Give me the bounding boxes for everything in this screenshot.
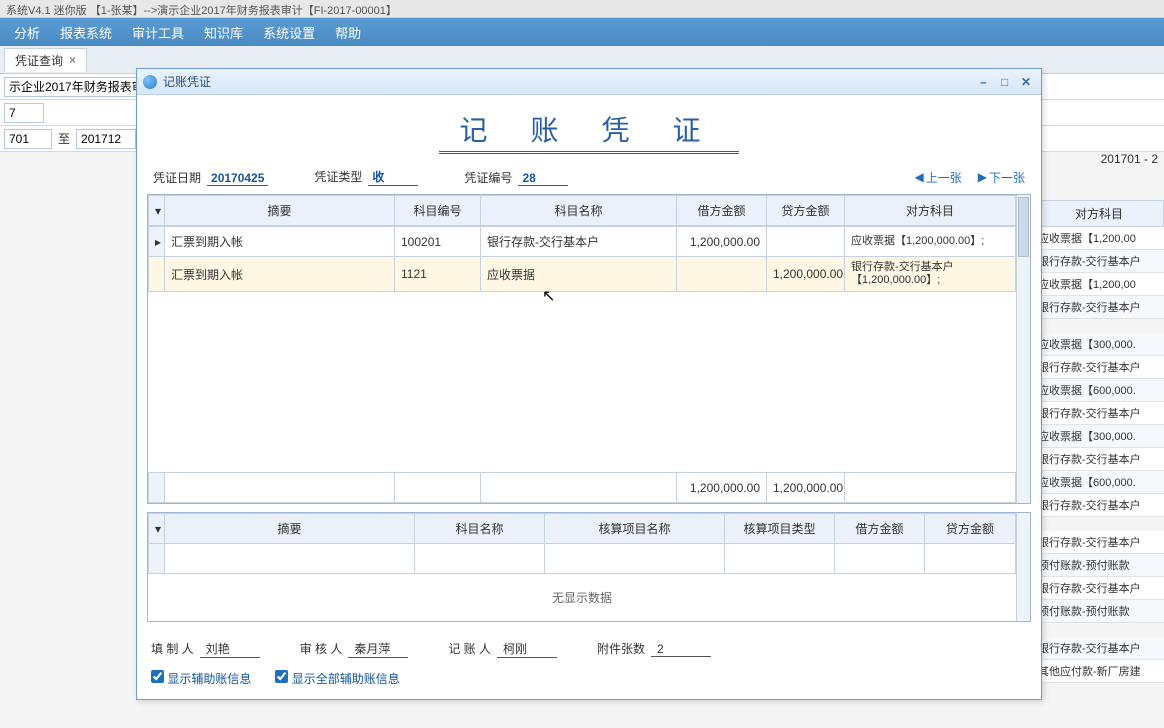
audit-value: 秦月萍 bbox=[348, 640, 408, 658]
aux-col-name[interactable]: 科目名称 bbox=[415, 514, 545, 544]
max-button[interactable]: □ bbox=[996, 75, 1014, 89]
app-titlebar: 系统V4.1 迷你版 【1-张某】-->演示企业2017年财务报表审计【FI-2… bbox=[0, 0, 1164, 18]
bg-row[interactable]: 银行存款-交行基本户 bbox=[1034, 531, 1164, 554]
aux-col-debit[interactable]: 借方金额 bbox=[835, 514, 925, 544]
total-credit: 1,200,000.00 bbox=[767, 473, 845, 503]
type-label: 凭证类型 bbox=[314, 168, 362, 185]
aux-scrollbar[interactable] bbox=[1016, 513, 1030, 621]
col-summary[interactable]: 摘要 bbox=[165, 196, 395, 226]
menubar: 分析 报表系统 审计工具 知识库 系统设置 帮助 bbox=[0, 18, 1164, 46]
bg-row[interactable]: 预付账款-预付账款 bbox=[1034, 554, 1164, 577]
grid-header-row: ▾ 摘要 科目编号 科目名称 借方金额 贷方金额 对方科目 bbox=[149, 196, 1016, 226]
prep-value: 刘艳 bbox=[200, 640, 260, 658]
aux-col-type[interactable]: 核算项目类型 bbox=[725, 514, 835, 544]
check-aux[interactable]: 显示辅助账信息 bbox=[151, 670, 251, 687]
bg-row[interactable]: 应收票据【600,000. bbox=[1034, 379, 1164, 402]
attach-value: 2 bbox=[651, 642, 711, 657]
bg-row[interactable]: 应收票据【1,200,00 bbox=[1034, 273, 1164, 296]
bg-row[interactable]: 银行存款-交行基本户 bbox=[1034, 577, 1164, 600]
date-value: 20170425 bbox=[207, 171, 268, 186]
menu-report[interactable]: 报表系统 bbox=[50, 19, 122, 46]
num-input[interactable] bbox=[4, 103, 44, 123]
aux-sel[interactable]: ▾ bbox=[149, 514, 165, 544]
aux-col-item[interactable]: 核算项目名称 bbox=[545, 514, 725, 544]
project-select[interactable] bbox=[4, 77, 154, 97]
col-debit[interactable]: 借方金额 bbox=[677, 196, 767, 226]
tab-close-icon[interactable]: × bbox=[69, 53, 76, 67]
modal-title-text: 记账凭证 bbox=[163, 73, 974, 90]
prep-label: 填 制 人 bbox=[151, 640, 194, 657]
voucher-meta: 凭证日期 20170425 凭证类型收 凭证编号 28 ◀上一张 ▶下一张 bbox=[137, 158, 1041, 194]
scroll-thumb[interactable] bbox=[1018, 197, 1029, 257]
period-from[interactable] bbox=[4, 129, 52, 149]
menu-settings[interactable]: 系统设置 bbox=[253, 19, 325, 46]
bg-row[interactable]: 银行存款-交行基本户 bbox=[1034, 250, 1164, 273]
aux-header-row: ▾ 摘要 科目名称 核算项目名称 核算项目类型 借方金额 贷方金额 bbox=[149, 514, 1016, 544]
aux-empty-row bbox=[149, 544, 1016, 574]
modal-icon bbox=[143, 75, 157, 89]
tab-label: 凭证查询 bbox=[15, 52, 63, 69]
close-button[interactable]: ✕ bbox=[1017, 75, 1035, 89]
footer-checks: 显示辅助账信息 显示全部辅助账信息 bbox=[151, 670, 1027, 687]
menu-audit-tools[interactable]: 审计工具 bbox=[122, 19, 194, 46]
aux-grid: ▾ 摘要 科目名称 核算项目名称 核算项目类型 借方金额 贷方金额 无显示数据 bbox=[147, 512, 1031, 622]
attach-label: 附件张数 bbox=[597, 640, 645, 657]
app-title: 系统V4.1 迷你版 【1-张某】-->演示企业2017年财务报表审计【FI-2… bbox=[6, 5, 397, 17]
doc-title: 记 账 凭 证 bbox=[439, 109, 738, 154]
voucher-modal: 记账凭证 – □ ✕ 记 账 凭 证 凭证日期 20170425 凭证类型收 凭证… bbox=[136, 68, 1042, 700]
aux-col-credit[interactable]: 贷方金额 bbox=[925, 514, 1016, 544]
sel-header[interactable]: ▾ bbox=[149, 196, 165, 226]
bg-row[interactable]: 银行存款-交行基本户 bbox=[1034, 494, 1164, 517]
prev-voucher[interactable]: ◀上一张 bbox=[915, 169, 962, 186]
grid-scrollbar[interactable] bbox=[1016, 195, 1030, 503]
bg-row[interactable]: 应收票据【1,200,00 bbox=[1034, 227, 1164, 250]
col-opp[interactable]: 对方科目 bbox=[845, 196, 1016, 226]
menu-analysis[interactable]: 分析 bbox=[4, 19, 50, 46]
bg-opp-column: 对方科目 应收票据【1,200,00银行存款-交行基本户应收票据【1,200,0… bbox=[1034, 200, 1164, 683]
doc-heading: 记 账 凭 证 bbox=[137, 95, 1041, 158]
bg-row[interactable]: 应收票据【300,000. bbox=[1034, 333, 1164, 356]
aux-nodata: 无显示数据 bbox=[148, 574, 1016, 621]
menu-help[interactable]: 帮助 bbox=[325, 19, 371, 46]
period-to[interactable] bbox=[76, 129, 136, 149]
book-value: 柯刚 bbox=[497, 640, 557, 658]
voucher-footer: 填 制 人刘艳 审 核 人秦月萍 记 账 人柯刚 附件张数 2 bbox=[151, 640, 1027, 658]
bg-row[interactable]: 银行存款-交行基本户 bbox=[1034, 448, 1164, 471]
bg-row[interactable]: 其他应付款-新厂房建 bbox=[1034, 660, 1164, 683]
table-row[interactable]: 汇票到期入帐1121应收票据1,200,000.00银行存款-交行基本户【1,2… bbox=[149, 257, 1016, 292]
no-value: 28 bbox=[518, 171, 568, 186]
bg-row[interactable] bbox=[1034, 319, 1164, 333]
next-voucher[interactable]: ▶下一张 bbox=[978, 169, 1025, 186]
total-debit: 1,200,000.00 bbox=[677, 473, 767, 503]
col-credit[interactable]: 贷方金额 bbox=[767, 196, 845, 226]
bg-opp-header: 对方科目 bbox=[1034, 200, 1164, 227]
bg-row[interactable]: 应收票据【300,000. bbox=[1034, 425, 1164, 448]
audit-label: 审 核 人 bbox=[300, 640, 343, 657]
bg-row[interactable]: 银行存款-交行基本户 bbox=[1034, 296, 1164, 319]
voucher-grid: ▾ 摘要 科目编号 科目名称 借方金额 贷方金额 对方科目 ▸汇票到期入帐100… bbox=[147, 194, 1031, 504]
modal-titlebar[interactable]: 记账凭证 – □ ✕ bbox=[137, 69, 1041, 95]
table-row[interactable]: ▸汇票到期入帐100201银行存款-交行基本户1,200,000.00应收票据【… bbox=[149, 227, 1016, 257]
bg-row[interactable] bbox=[1034, 517, 1164, 531]
bg-row[interactable] bbox=[1034, 623, 1164, 637]
bg-row[interactable]: 预付账款-预付账款 bbox=[1034, 600, 1164, 623]
aux-col-summary[interactable]: 摘要 bbox=[165, 514, 415, 544]
period-summary: 201701 - 2 bbox=[1101, 152, 1158, 166]
to-label: 至 bbox=[58, 130, 70, 147]
totals-row: 1,200,000.00 1,200,000.00 bbox=[149, 473, 1016, 503]
check-aux-all[interactable]: 显示全部辅助账信息 bbox=[275, 670, 399, 687]
no-label: 凭证编号 bbox=[464, 169, 512, 186]
bg-row[interactable]: 银行存款-交行基本户 bbox=[1034, 356, 1164, 379]
bg-row[interactable]: 银行存款-交行基本户 bbox=[1034, 402, 1164, 425]
col-code[interactable]: 科目编号 bbox=[395, 196, 481, 226]
bg-row[interactable]: 银行存款-交行基本户 bbox=[1034, 637, 1164, 660]
col-name[interactable]: 科目名称 bbox=[481, 196, 677, 226]
menu-knowledge[interactable]: 知识库 bbox=[194, 19, 253, 46]
date-label: 凭证日期 bbox=[153, 169, 201, 186]
tab-voucher-query[interactable]: 凭证查询 × bbox=[4, 48, 87, 72]
type-value: 收 bbox=[368, 168, 418, 186]
min-button[interactable]: – bbox=[974, 75, 992, 89]
bg-row[interactable]: 应收票据【600,000. bbox=[1034, 471, 1164, 494]
book-label: 记 账 人 bbox=[448, 640, 491, 657]
